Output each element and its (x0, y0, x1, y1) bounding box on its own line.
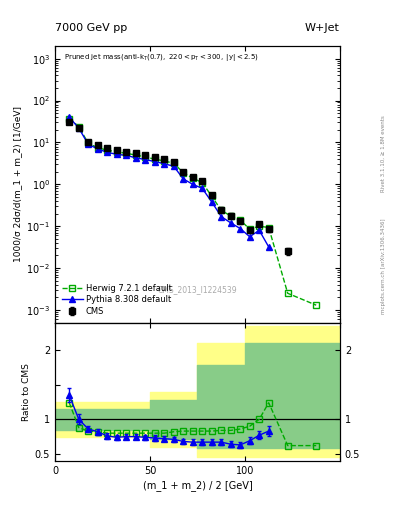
Herwig 7.2.1 default (162, 158, 167, 164)
Pythia 8.308 default (257, 227, 262, 233)
Pythia 8.308 default (67, 114, 72, 120)
Pythia 8.308 default (143, 157, 148, 163)
Text: Pruned jet mass$\mathsf{(anti\text{-}k_T(0.7),\ 220{<}p_T{<}300,\ |y|{<}2.5)}$: Pruned jet mass$\mathsf{(anti\text{-}k_T… (64, 52, 258, 62)
Pythia 8.308 default (76, 125, 81, 131)
Herwig 7.2.1 default (238, 217, 242, 223)
Pythia 8.308 default (266, 244, 271, 250)
Herwig 7.2.1 default (209, 193, 214, 199)
Herwig 7.2.1 default (152, 156, 157, 162)
Pythia 8.308 default (247, 233, 252, 240)
Herwig 7.2.1 default (86, 140, 91, 146)
Pythia 8.308 default (105, 150, 110, 156)
Herwig 7.2.1 default (67, 116, 72, 122)
Text: Rivet 3.1.10, ≥ 1.8M events: Rivet 3.1.10, ≥ 1.8M events (381, 115, 386, 192)
Herwig 7.2.1 default (143, 154, 148, 160)
Text: CMS_2013_I1224539: CMS_2013_I1224539 (158, 285, 237, 294)
Pythia 8.308 default (228, 220, 233, 226)
Pythia 8.308 default (181, 176, 185, 182)
Herwig 7.2.1 default (247, 226, 252, 232)
Pythia 8.308 default (95, 146, 100, 152)
Herwig 7.2.1 default (190, 175, 195, 181)
Y-axis label: 1000/σ 2dσ/d(m_1 + m_2) [1/GeV]: 1000/σ 2dσ/d(m_1 + m_2) [1/GeV] (13, 106, 22, 262)
Pythia 8.308 default (114, 151, 119, 157)
Herwig 7.2.1 default (181, 169, 185, 176)
Text: W+Jet: W+Jet (305, 23, 340, 33)
Pythia 8.308 default (162, 161, 167, 167)
Herwig 7.2.1 default (200, 180, 205, 186)
Pythia 8.308 default (238, 225, 242, 231)
Herwig 7.2.1 default (228, 213, 233, 219)
Pythia 8.308 default (152, 158, 157, 164)
Herwig 7.2.1 default (219, 207, 224, 214)
Herwig 7.2.1 default (314, 302, 319, 308)
Pythia 8.308 default (190, 181, 195, 187)
Line: Pythia 8.308 default: Pythia 8.308 default (66, 115, 272, 250)
Y-axis label: Ratio to CMS: Ratio to CMS (22, 362, 31, 421)
Text: 7000 GeV pp: 7000 GeV pp (55, 23, 127, 33)
Pythia 8.308 default (124, 153, 129, 159)
X-axis label: (m_1 + m_2) / 2 [GeV]: (m_1 + m_2) / 2 [GeV] (143, 480, 252, 490)
Herwig 7.2.1 default (114, 148, 119, 155)
Pythia 8.308 default (171, 163, 176, 169)
Herwig 7.2.1 default (95, 144, 100, 151)
Pythia 8.308 default (133, 155, 138, 161)
Herwig 7.2.1 default (133, 152, 138, 158)
Pythia 8.308 default (209, 199, 214, 205)
Herwig 7.2.1 default (105, 147, 110, 154)
Legend: Herwig 7.2.1 default, Pythia 8.308 default, CMS: Herwig 7.2.1 default, Pythia 8.308 defau… (58, 281, 175, 319)
Herwig 7.2.1 default (285, 290, 290, 296)
Herwig 7.2.1 default (266, 224, 271, 230)
Pythia 8.308 default (86, 141, 91, 147)
Pythia 8.308 default (200, 185, 205, 191)
Herwig 7.2.1 default (171, 160, 176, 166)
Herwig 7.2.1 default (76, 123, 81, 130)
Herwig 7.2.1 default (124, 150, 129, 156)
Herwig 7.2.1 default (257, 223, 262, 229)
Line: Herwig 7.2.1 default: Herwig 7.2.1 default (66, 116, 319, 308)
Text: mcplots.cern.ch [arXiv:1306.3436]: mcplots.cern.ch [arXiv:1306.3436] (381, 219, 386, 314)
Pythia 8.308 default (219, 214, 224, 220)
